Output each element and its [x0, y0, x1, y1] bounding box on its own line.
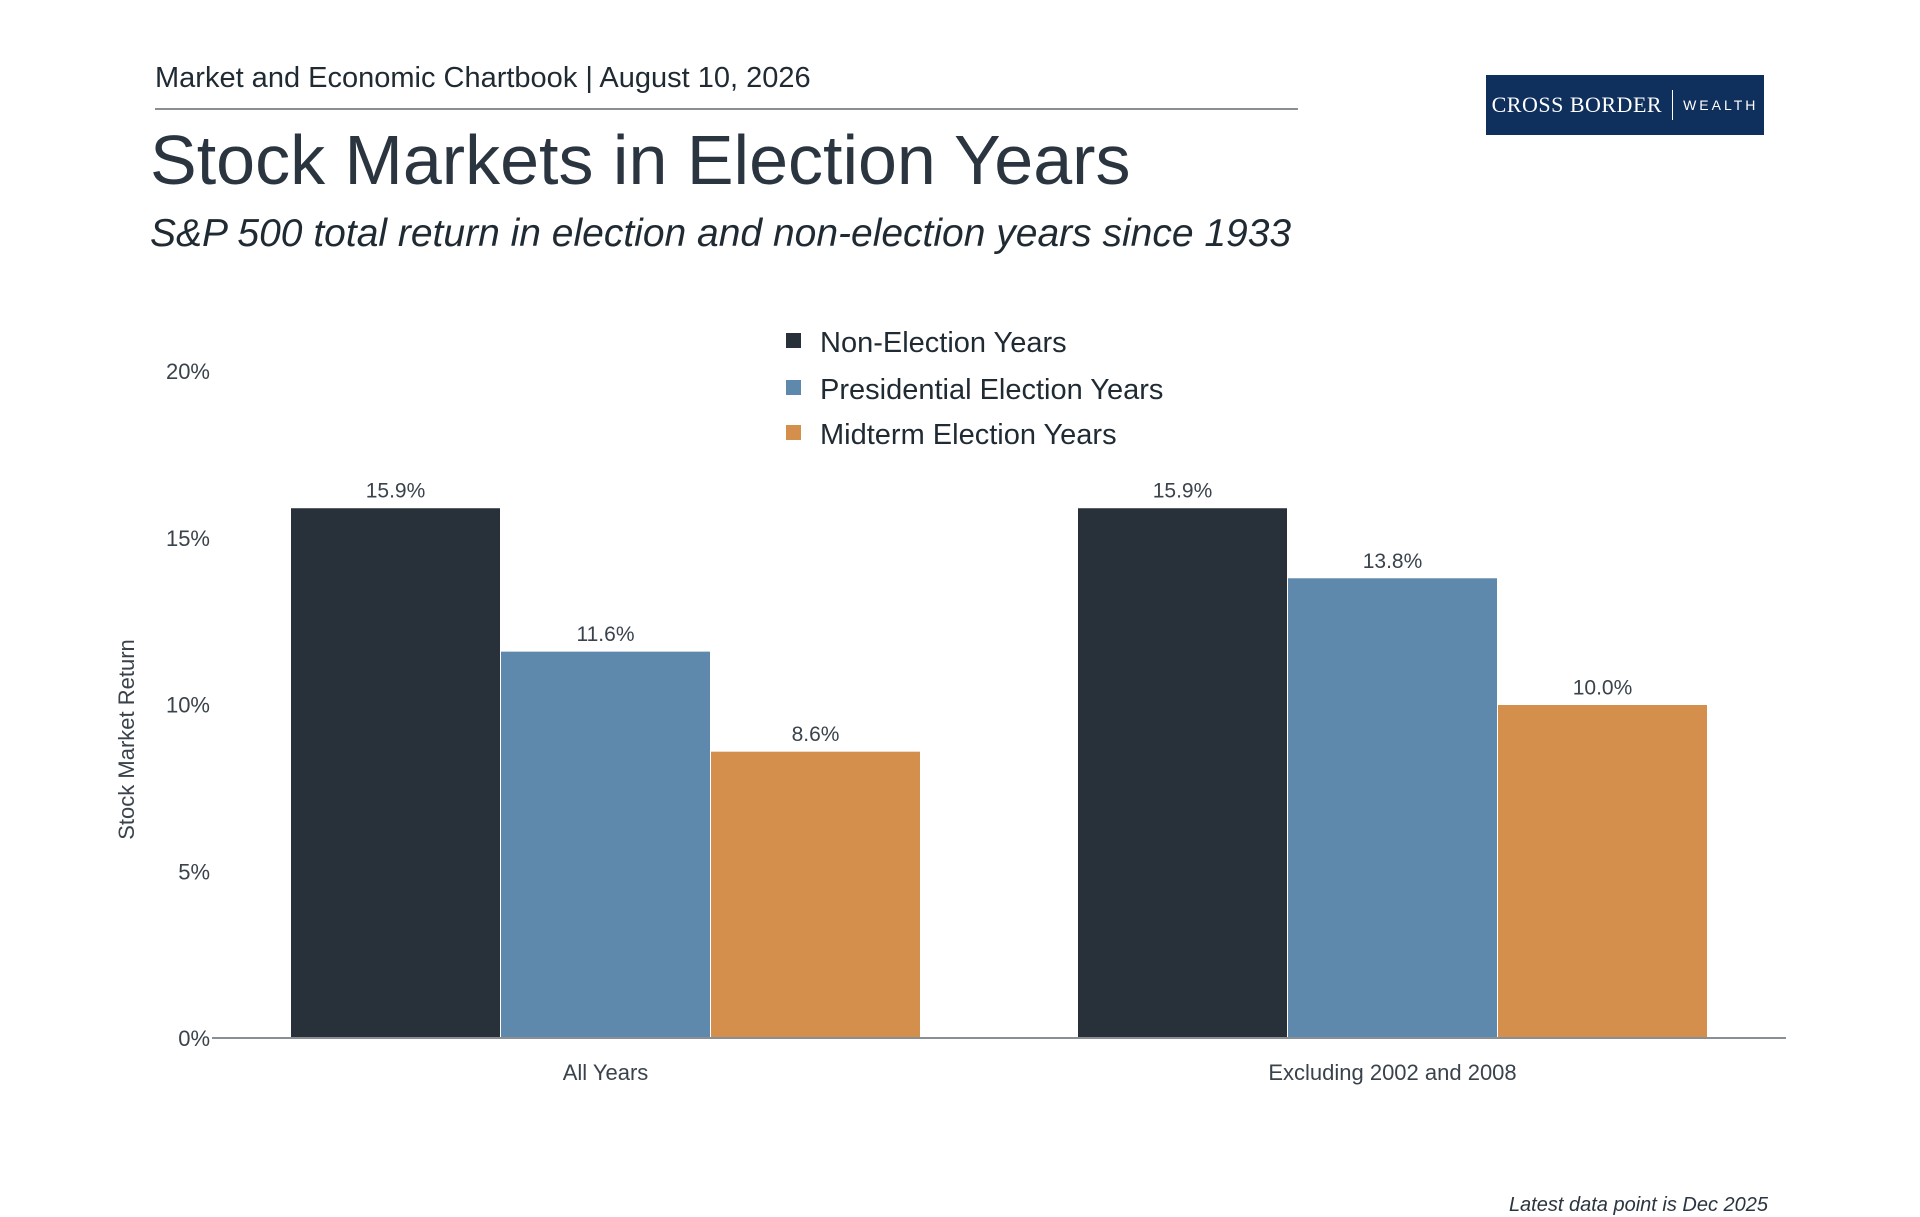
legend-swatch: [786, 333, 801, 348]
legend-swatch: [786, 425, 801, 440]
logo-sub-text: WEALTH: [1683, 97, 1759, 113]
y-axis-title: Stock Market Return: [114, 639, 139, 840]
bar: [1077, 507, 1288, 1039]
x-tick-label: Excluding 2002 and 2008: [1268, 1060, 1516, 1085]
legend-label: Non-Election Years: [820, 327, 1067, 359]
data-label: 15.9%: [366, 480, 426, 503]
legend-label: Presidential Election Years: [820, 374, 1163, 406]
bar: [500, 650, 711, 1039]
y-tick-label: 20%: [166, 359, 210, 384]
chartbook-header: Market and Economic Chartbook | August 1…: [155, 62, 811, 94]
bar: [1287, 577, 1498, 1039]
data-label: 13.8%: [1363, 550, 1423, 573]
logo-brand-text: CROSS BORDER: [1491, 92, 1663, 117]
legend-swatch: [786, 380, 801, 395]
data-label: 15.9%: [1153, 480, 1213, 503]
y-tick-label: 15%: [166, 526, 210, 551]
logo-separator: [1672, 90, 1674, 120]
y-tick-label: 10%: [166, 693, 210, 718]
chart-title: Stock Markets in Election Years: [150, 121, 1131, 199]
bar: [290, 507, 501, 1039]
data-label: 11.6%: [577, 623, 635, 646]
brand-logo: CROSS BORDER WEALTH: [1486, 75, 1764, 135]
bar: [1497, 704, 1708, 1039]
data-label: 8.6%: [792, 723, 840, 746]
x-tick-label: All Years: [563, 1060, 649, 1085]
data-label: 10.0%: [1573, 677, 1633, 700]
bar: [710, 750, 921, 1039]
legend-label: Midterm Election Years: [820, 419, 1117, 451]
y-tick-label: 5%: [178, 859, 210, 884]
footnote: Latest data point is Dec 2025: [1508, 1194, 1768, 1216]
header-divider: [155, 108, 1298, 110]
y-tick-label: 0%: [178, 1026, 210, 1051]
chart-subtitle: S&P 500 total return in election and non…: [150, 212, 1292, 255]
